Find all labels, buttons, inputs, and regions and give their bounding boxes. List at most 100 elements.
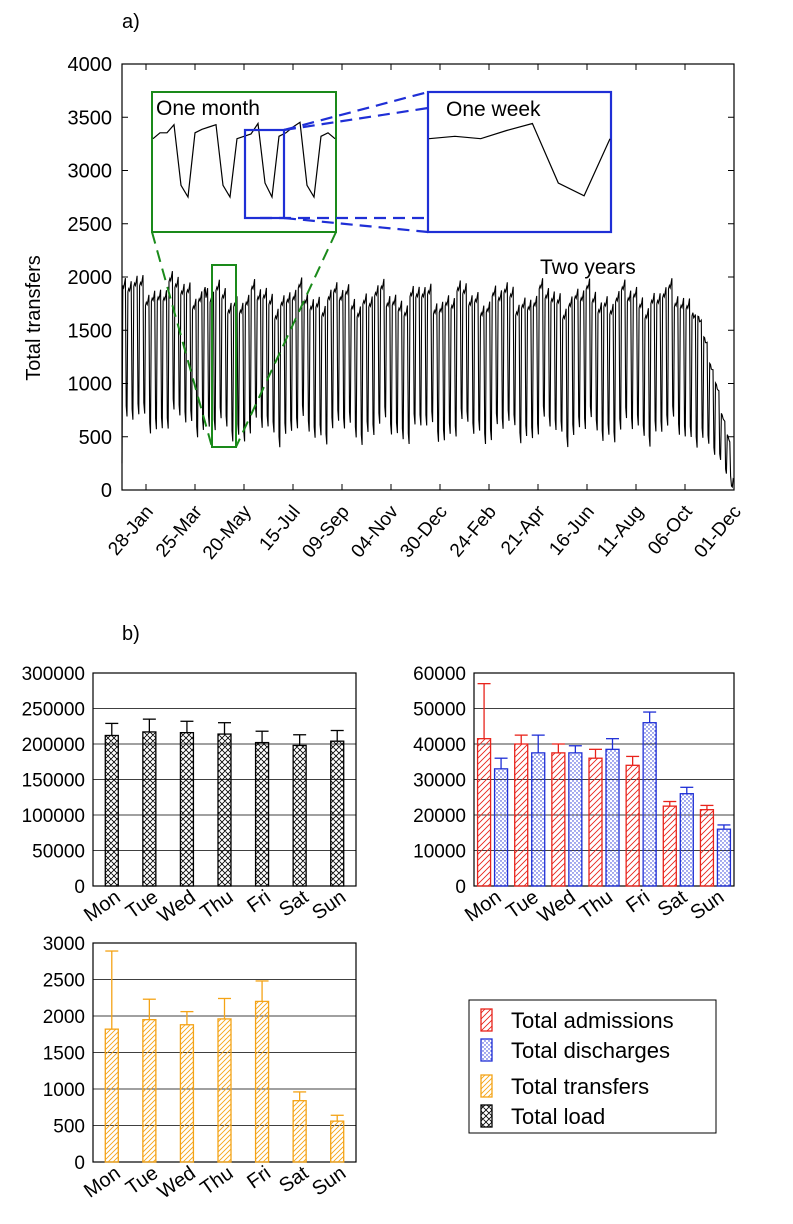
x-tick-label: Mon [461, 886, 505, 926]
x-tick-label: Thu [197, 1162, 238, 1200]
y-tick-label: 3500 [68, 107, 113, 129]
y-tick-label: 2000 [43, 1007, 85, 1028]
x-tick-label: Fri [622, 886, 654, 917]
bar-total-transfers [217, 1018, 232, 1163]
x-tick-label: Fri [243, 1162, 275, 1193]
bar-total-transfers [254, 1000, 270, 1163]
bar-total-discharges [716, 828, 732, 887]
y-tick-label: 0 [74, 1153, 85, 1174]
x-tick-label: 09-Sep [298, 502, 353, 562]
month-inset-title: One month [156, 97, 260, 120]
week-inset-title: One week [446, 98, 541, 121]
y-tick-label: 3000 [68, 161, 113, 183]
bar-total-transfers [179, 1024, 195, 1163]
x-tick-label: Mon [80, 886, 124, 926]
bar-total-transfers [104, 1028, 119, 1163]
legend-label-admissions: Total admissions [511, 1008, 674, 1033]
x-tick-label: Sun [308, 1162, 350, 1200]
x-tick-label: Thu [576, 886, 617, 924]
x-tick-label: 28-Jan [104, 502, 157, 560]
bar-total-transfers [330, 1120, 345, 1163]
plot-frame [473, 672, 735, 887]
bar-total-transfers [292, 1100, 307, 1163]
legend-swatch-transfers [480, 1074, 493, 1098]
bar-total-load [179, 731, 195, 887]
x-tick-label: Sat [275, 886, 313, 921]
y-tick-label: 4000 [68, 54, 113, 76]
y-tick-label: 1000 [68, 374, 113, 396]
bar-total-discharges [493, 768, 509, 887]
legend-label-transfers: Total transfers [511, 1074, 649, 1099]
x-tick-label: Sat [275, 1162, 313, 1197]
bar-total-discharges [642, 722, 657, 887]
x-tick-label: Sun [308, 886, 350, 924]
bar-total-load [142, 731, 157, 887]
week-zoom-connector-top-2 [283, 106, 429, 132]
annotation-two-years: Two years [540, 256, 636, 279]
x-tick-label: Tue [122, 1162, 162, 1199]
y-tick-label: 20000 [413, 806, 466, 827]
y-tick-label: 1500 [68, 320, 113, 342]
legend-swatch-discharges [480, 1038, 493, 1062]
legend-frame [468, 999, 717, 1134]
x-tick-label: Wed [154, 1162, 200, 1203]
bar-total-discharges [605, 748, 620, 887]
bar-total-admissions [699, 809, 715, 887]
x-tick-label: Wed [534, 886, 580, 927]
x-tick-label: Tue [122, 886, 162, 923]
y-tick-label: 3000 [43, 934, 85, 955]
transfers-series-line [121, 271, 735, 489]
x-tick-label: 21-Apr [497, 501, 550, 559]
legend: Total admissions Total discharges Total tr… [468, 999, 717, 1134]
y-tick-label: 250000 [22, 700, 85, 721]
x-tick-label: Tue [502, 886, 542, 923]
y-tick-label: 0 [74, 877, 85, 898]
week-zoom-connector-bottom [283, 216, 429, 234]
week-zoom-marker [243, 128, 286, 220]
bar-total-transfers [142, 1019, 157, 1163]
panel-label-b: b) [122, 623, 140, 645]
x-tick-label: Fri [243, 886, 275, 917]
x-tick-label: Thu [197, 886, 238, 924]
legend-swatch-load [480, 1104, 493, 1128]
y-tick-label: 500 [79, 427, 112, 449]
week-inset-frame [426, 90, 613, 234]
y-tick-label: 100000 [22, 806, 85, 827]
y-tick-label: 2000 [68, 267, 113, 289]
panel-label-a: a) [122, 11, 140, 33]
legend-label-load: Total load [511, 1104, 605, 1129]
y-tick-label: 0 [455, 877, 466, 898]
y-tick-label: 200000 [22, 735, 85, 756]
x-tick-label: 30-Dec [396, 502, 451, 562]
bar-total-load [217, 733, 232, 887]
load-bar-chart: 050000100000150000200000250000300000MonT… [22, 664, 357, 927]
x-tick-label: Mon [80, 1162, 124, 1202]
x-tick-label: 25-Mar [152, 501, 207, 561]
bar-total-admissions [625, 764, 640, 887]
y-tick-label: 50000 [32, 842, 85, 863]
month-zoom-marker [211, 264, 237, 448]
y-tick-label: 10000 [413, 842, 466, 863]
y-tick-label: 150000 [22, 771, 85, 792]
x-tick-label: Wed [154, 886, 200, 927]
bar-total-admissions [514, 743, 529, 887]
bar-total-admissions [588, 757, 603, 887]
y-tick-label: 40000 [413, 735, 466, 756]
bar-total-load [104, 734, 119, 887]
bar-total-discharges [568, 752, 583, 887]
y-tick-label: 2500 [68, 214, 113, 236]
y-tick-label: 1500 [43, 1044, 85, 1065]
legend-swatch-admissions [480, 1008, 493, 1032]
x-tick-label: 15-Jul [255, 502, 304, 555]
bar-total-admissions [551, 752, 566, 887]
bar-total-discharges [679, 793, 694, 887]
y-tick-label: 60000 [413, 664, 466, 685]
y-tick-label: 0 [101, 480, 112, 502]
x-tick-label: 11-Aug [593, 502, 648, 561]
bar-total-admissions [476, 738, 492, 887]
month-zoom-connector-right [235, 231, 337, 448]
x-tick-label: 06-Oct [644, 501, 697, 559]
y-tick-label: 50000 [413, 700, 466, 721]
x-tick-label: 20-May [199, 501, 256, 563]
